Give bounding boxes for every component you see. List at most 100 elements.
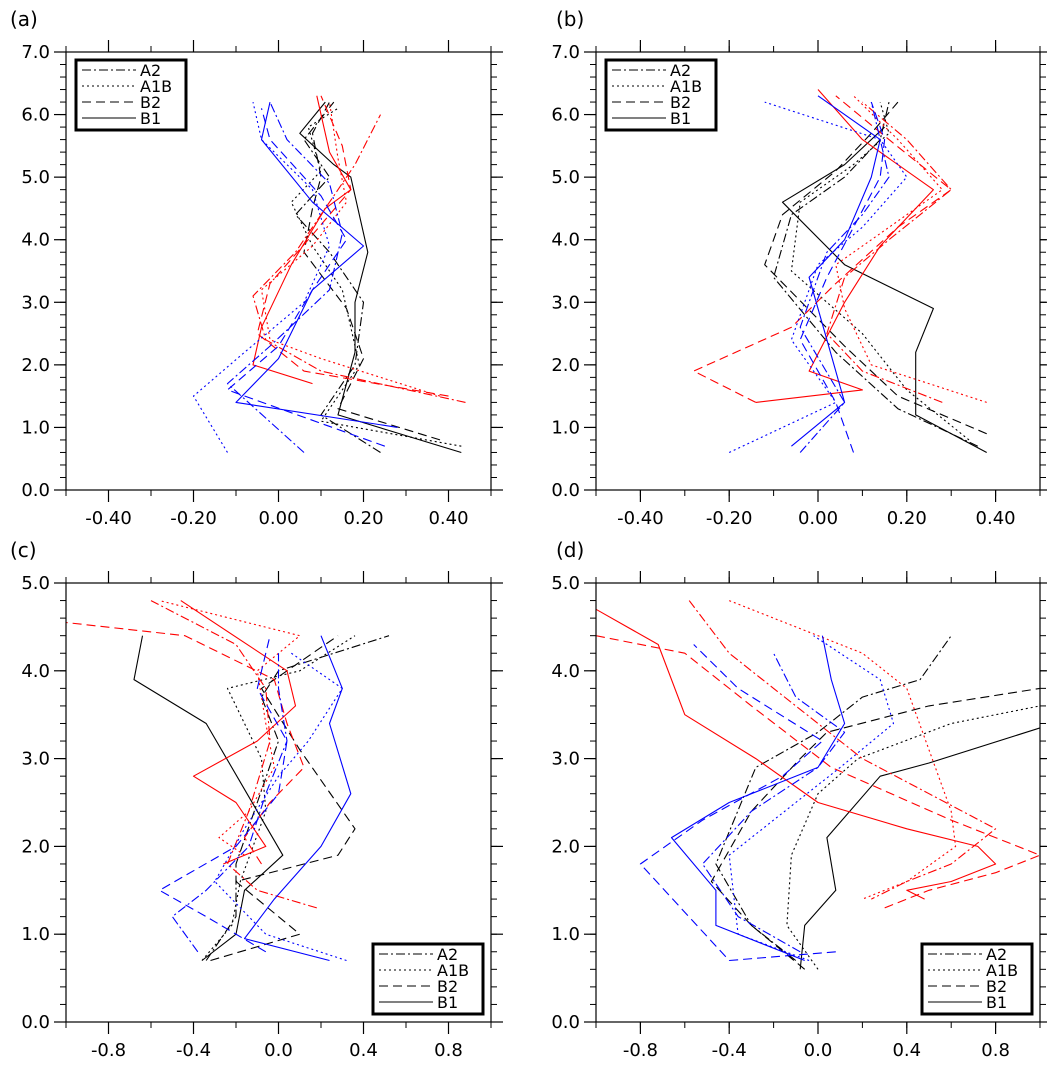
panel-3: (d) -0.8 -0.4 0.0 0.4 0.8 0.0 1.0 2.0 3.0 4.0 5.0 A2… [551,538,1047,1061]
y-tick-label: 7.0 [21,42,50,63]
series-line-black-a1b [201,635,356,961]
panel-label: (d) [556,538,584,562]
series-line-blue-b1 [670,635,846,962]
series-group [693,89,987,453]
y-tick-label: 0.0 [551,480,580,501]
series-group [192,95,466,454]
legend-label-b2: B2 [140,93,161,112]
legend-label-a1b: A1B [437,961,469,980]
x-tick-label: -0.8 [91,1040,126,1061]
series-line-blue-a1b [192,101,331,453]
x-tick-label: 0.40 [428,508,468,529]
series-line-blue-b2 [226,108,385,447]
panel-1: (b) -0.40 -0.20 0.00 0.20 0.40 0.0 1.0 2.0 3.0 4.0… [551,7,1047,529]
legend-label-a2: A2 [140,61,161,80]
series-line-red-b2 [596,635,1040,909]
legend-label-a2: A2 [437,945,458,964]
series-line-blue-b1 [243,635,352,962]
x-tick-label: 0.0 [804,1040,833,1061]
series-line-black-a1b [790,101,970,441]
series-line-black-b1 [299,101,462,454]
y-tick-label: 6.0 [21,105,50,126]
series-line-black-a2 [715,635,952,961]
legend-label-a1b: A1B [986,961,1018,980]
x-tick-label: 0.40 [976,508,1016,529]
legend-label-a2: A2 [670,61,691,80]
y-tick-label: 2.0 [551,355,580,376]
y-tick-label: 5.0 [551,573,580,594]
y-tick-label: 5.0 [551,167,580,188]
panel-label: (c) [10,538,37,562]
y-tick-label: 0.0 [551,1012,580,1033]
series-line-black-b1 [781,126,987,453]
series-line-black-a2 [205,635,390,961]
x-tick-label: 0.8 [434,1040,463,1061]
y-tick-label: 4.0 [551,230,580,251]
y-tick-label: 1.0 [21,417,50,438]
y-tick-label: 0.0 [21,480,50,501]
series-line-black-b2 [710,687,1040,970]
series-line-blue-a2 [702,652,846,953]
y-tick-label: 3.0 [551,749,580,770]
series-line-red-a2 [150,600,317,909]
legend-label-b2: B2 [986,977,1007,996]
series-line-red-a2 [826,101,952,403]
x-tick-label: 0.0 [264,1040,293,1061]
legend-label-a1b: A1B [140,77,172,96]
legend-label-b2: B2 [437,977,458,996]
x-tick-label: -0.20 [706,508,753,529]
y-tick-label: 2.0 [551,836,580,857]
panel-label: (b) [556,7,584,31]
y-tick-label: 1.0 [551,417,580,438]
x-tick-label: 0.4 [349,1040,378,1061]
series-line-red-a1b [159,600,301,856]
series-line-blue-a2 [799,101,890,453]
y-tick-label: 6.0 [551,105,580,126]
series-group [66,600,390,962]
y-tick-label: 3.0 [551,292,580,313]
legend-label-b1: B1 [670,109,691,128]
x-tick-label: 0.00 [258,508,298,529]
series-line-black-b2 [210,635,356,962]
y-tick-label: 5.0 [21,167,50,188]
series-line-red-a2 [688,600,997,900]
legend-label-a1b: A1B [670,77,702,96]
panel-0: (a) -0.40 -0.20 0.00 0.20 0.40 0.0 1.0 2.0 3.0 4.0… [10,7,503,529]
series-line-blue-b1 [235,101,398,428]
panel-2: (c) -0.8 -0.4 0.0 0.4 0.8 0.0 1.0 2.0 3.0 4.0 5.0 A2… [10,538,503,1061]
series-line-black-b1 [799,727,1040,970]
series-line-red-a2 [252,114,466,403]
legend-label-b1: B1 [140,109,161,128]
legend-label-b1: B1 [437,993,458,1012]
x-tick-label: -0.20 [170,508,217,529]
series-line-blue-a1b [728,101,908,453]
legend-label-b2: B2 [670,93,691,112]
series-line-blue-b2 [158,635,288,953]
panel-label: (a) [10,7,38,31]
y-tick-label: 2.0 [21,836,50,857]
series-line-black-b2 [764,101,987,435]
x-tick-label: -0.40 [617,508,664,529]
y-tick-label: 7.0 [551,42,580,63]
y-tick-label: 0.0 [21,1012,50,1033]
series-line-red-b1 [755,89,934,403]
x-tick-label: 0.8 [981,1040,1010,1061]
x-tick-label: 0.00 [798,508,838,529]
y-tick-label: 2.0 [21,355,50,376]
x-tick-label: 0.4 [892,1040,921,1061]
x-tick-label: -0.8 [623,1040,658,1061]
series-line-blue-a1b [214,652,347,962]
x-tick-label: -0.4 [712,1040,747,1061]
y-tick-label: 4.0 [21,230,50,251]
series-line-red-b2 [693,95,952,403]
series-line-blue-b2 [799,101,886,453]
y-tick-label: 1.0 [21,924,50,945]
series-line-blue-b1 [791,95,881,447]
legend-label-b1: B1 [986,993,1007,1012]
series-line-black-b1 [133,635,284,961]
series-line-black-a1b [786,705,1040,970]
series-line-red-a1b [260,102,441,397]
